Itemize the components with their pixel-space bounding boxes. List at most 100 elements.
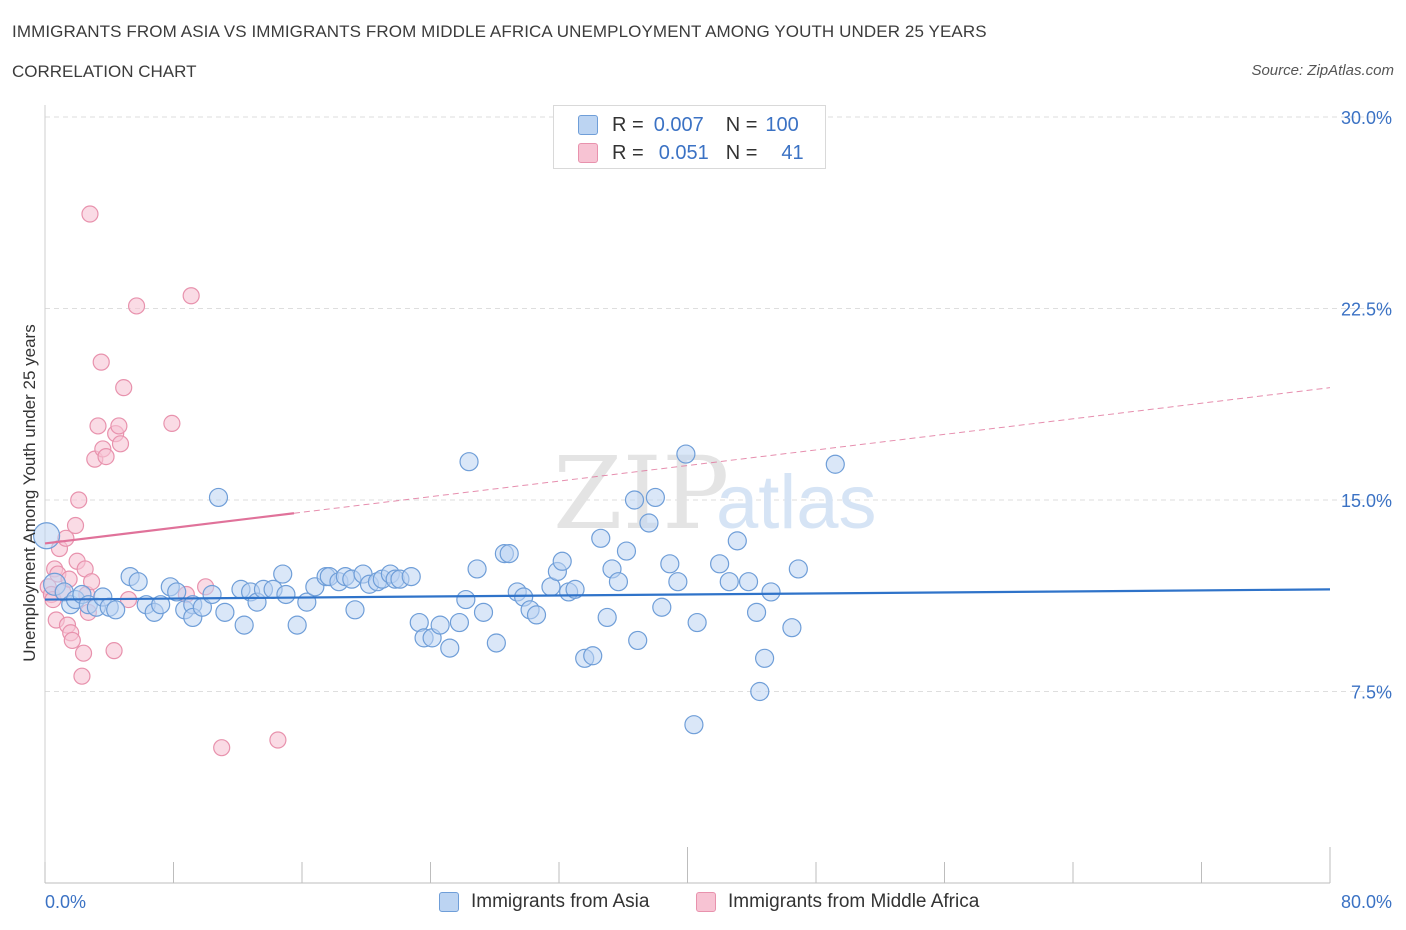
data-point-asia [499,544,519,564]
data-point-asia [276,584,296,605]
trend-line-asia [44,588,1331,601]
data-point-asia [660,554,680,574]
data-point-asia [526,605,547,625]
data-point-middle-africa [213,739,231,757]
data-point-middle-africa [92,353,110,371]
data-point-asia [727,531,747,551]
data-point-asia [825,454,845,474]
source-label: Source: ZipAtlas.com [1251,62,1394,79]
data-point-middle-africa [73,667,91,685]
data-point-asia [719,572,739,592]
bottom-legend-label-africa: Immigrants from Middle Africa [728,891,980,912]
data-point-middle-africa [127,297,146,315]
data-point-asia [624,490,645,510]
data-point-asia [202,584,222,605]
watermark-atlas: atlas [716,460,877,545]
data-point-middle-africa [81,205,99,223]
legend-r-label: R = [612,113,644,136]
data-point-asia [639,513,659,533]
data-point-asia [710,554,730,574]
data-point-asia [449,612,470,633]
data-point-asia [273,564,293,584]
data-point-middle-africa [163,414,181,432]
data-point-asia [167,582,187,602]
legend-n-label: N = [725,141,758,164]
data-point-asia [652,597,672,617]
data-point-asia [616,541,637,561]
data-point-asia [583,646,603,666]
data-point-asia [676,444,696,464]
data-point-asia [565,579,585,599]
legend-r-asia: 0.007 [653,113,704,136]
data-point-asia [608,572,629,592]
chart-subtitle: CORRELATION CHART [12,62,197,81]
data-point-asia [440,638,460,658]
data-point-middle-africa [269,731,287,749]
bottom-legend-africa: Immigrants from Middle Africa [696,889,979,915]
data-point-asia [754,648,775,668]
data-point-asia [215,602,235,622]
data-point-asia [401,566,421,587]
data-point-middle-africa [63,631,81,650]
y-axis-label: Unemployment Among Youth under 25 years [20,324,39,661]
data-point-asia [645,487,665,508]
data-point-asia [287,615,307,635]
data-point-asia [151,595,171,615]
legend-row-asia: R = 0.007 N = 100 [578,113,799,137]
data-point-asia [597,607,617,628]
data-point-asia [467,559,487,579]
trend-line-africa-solid [44,512,295,545]
data-point-asia [628,630,648,651]
data-point-asia [668,572,688,592]
legend-n-asia: 100 [765,113,799,136]
trend-line-africa-dashed [293,387,1331,514]
bottom-legend-label-asia: Immigrants from Asia [471,891,650,912]
legend-n-label: N = [725,113,758,136]
legend-swatch-africa [578,143,598,163]
data-point-asia [486,633,506,653]
data-point-middle-africa [74,644,93,662]
data-point-middle-africa [182,287,200,305]
chart-title: IMMIGRANTS FROM ASIA VS IMMIGRANTS FROM … [12,22,987,41]
data-point-middle-africa [97,447,115,466]
y-tick-label: 7.5% [1351,683,1392,703]
data-point-asia [128,572,148,592]
data-point-asia [106,600,126,620]
legend-r-africa: 0.051 [658,141,709,164]
correlation-legend: R = 0.007 N = 100 R = 0.051 N = 41 [553,105,826,169]
data-point-asia [234,615,254,635]
x-tick-label: 80.0% [1341,892,1392,912]
data-point-middle-africa [105,642,123,660]
data-point-asia [208,487,229,508]
x-tick-label: 0.0% [45,892,86,912]
legend-n-africa: 41 [781,141,804,164]
data-point-asia [746,602,767,622]
data-point-asia [687,612,707,633]
y-tick-label: 30.0% [1341,108,1392,128]
data-point-middle-africa [110,417,128,435]
data-point-asia [788,559,808,579]
data-point-asia [430,615,450,635]
bottom-legend-asia: Immigrants from Asia [439,889,649,915]
data-point-middle-africa [82,573,101,591]
data-point-asia [345,600,365,620]
bottom-legend-swatch-asia [439,892,459,912]
data-point-asia [782,618,802,638]
data-point-asia [473,602,494,622]
data-point-middle-africa [115,379,133,397]
data-point-asia [552,551,572,571]
y-tick-label: 22.5% [1341,300,1392,320]
data-point-asia [591,528,611,548]
data-point-middle-africa [66,516,85,535]
data-point-asia [738,572,759,592]
data-point-middle-africa [70,491,88,509]
data-point-middle-africa [89,417,107,435]
data-point-asia [750,681,770,702]
legend-swatch-asia [578,115,598,135]
y-tick-label: 15.0% [1341,491,1392,511]
data-point-asia [761,582,781,602]
data-point-asia [459,452,479,472]
data-point-asia [456,589,476,610]
data-point-middle-africa [111,435,130,453]
